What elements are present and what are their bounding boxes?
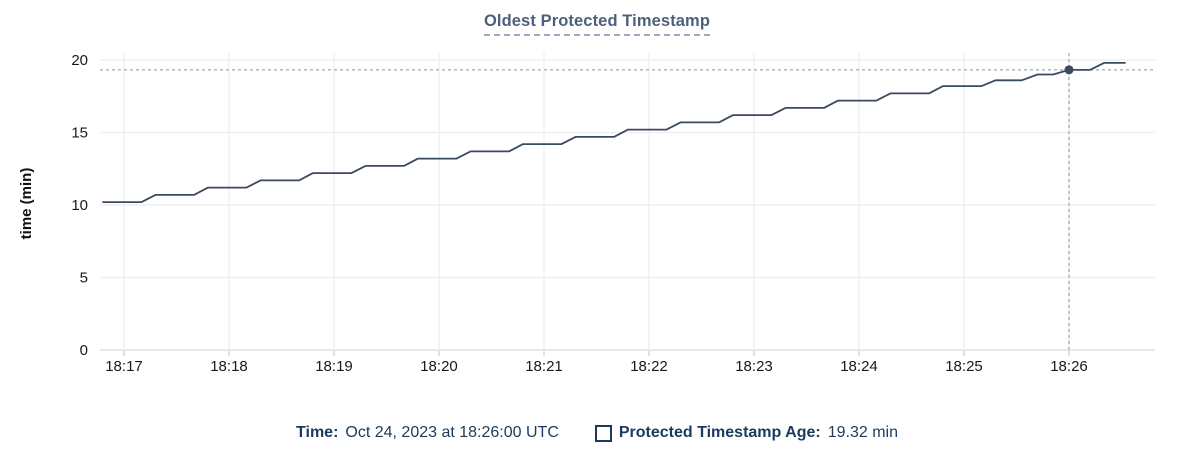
x-tick-label: 18:24 (840, 358, 878, 375)
legend-series-value: 19.32 min (827, 424, 898, 441)
y-tick-label: 0 (80, 342, 88, 359)
x-tick-label: 18:17 (105, 358, 143, 375)
chart-title[interactable]: Oldest Protected Timestamp (0, 12, 1194, 36)
x-tick-label: 18:20 (420, 358, 458, 375)
x-tick-label: 18:26 (1050, 358, 1088, 375)
chart-title-text[interactable]: Oldest Protected Timestamp (483, 12, 711, 36)
time-value: Oct 24, 2023 at 18:26:00 UTC (345, 424, 559, 441)
time-label: Time: (296, 424, 339, 441)
x-tick-label: 18:21 (525, 358, 563, 375)
y-tick-label: 5 (80, 270, 88, 287)
x-tick-label: 18:25 (945, 358, 983, 375)
series-line-protected-timestamp-age[interactable] (102, 62, 1126, 203)
chart-footer: Time: Oct 24, 2023 at 18:26:00 UTC Prote… (0, 423, 1194, 443)
x-tick-label: 18:23 (735, 358, 773, 375)
y-tick-label: 20 (71, 52, 88, 69)
x-tick-label: 18:19 (315, 358, 353, 375)
legend-series-label: Protected Timestamp Age: (618, 424, 821, 441)
y-tick-label: 15 (71, 125, 88, 142)
y-axis-title: time (min) (18, 168, 35, 240)
x-tick-label: 18:22 (630, 358, 668, 375)
y-tick-label: 10 (71, 197, 88, 214)
x-tick-label: 18:18 (210, 358, 248, 375)
footer-time-readout: Time: Oct 24, 2023 at 18:26:00 UTC (296, 423, 559, 443)
legend-item-protected-timestamp-age[interactable]: Protected Timestamp Age: 19.32 min (594, 423, 898, 443)
legend-swatch-icon (594, 424, 612, 442)
hovered-data-point-marker[interactable] (1064, 65, 1074, 75)
line-chart-plot-area[interactable]: 18:17 18:18 18:19 18:20 18:21 18:22 18:23 18:24… (0, 0, 1194, 400)
